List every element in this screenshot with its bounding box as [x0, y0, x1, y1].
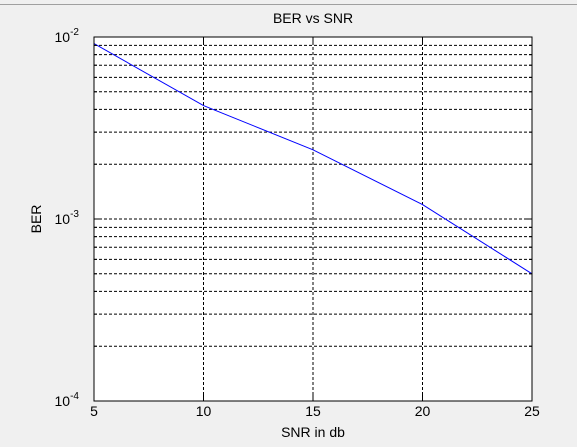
ber-series-line [93, 43, 533, 275]
minor-grid [94, 44, 532, 347]
y-tick-label: 10-4 [55, 391, 80, 409]
y-tick-label: 10-3 [55, 209, 80, 227]
major-grid [94, 37, 532, 401]
y-tick-label: 10-2 [55, 27, 80, 45]
x-tick-label: 20 [415, 403, 431, 419]
x-tick-labels: 5 10 15 20 25 [90, 403, 540, 419]
x-tick-label: 5 [90, 403, 98, 419]
chart-title: BER vs SNR [273, 10, 353, 26]
x-axis-label: SNR in db [281, 424, 345, 440]
window-top-border [0, 4, 577, 5]
tick-marks [93, 36, 533, 402]
x-tick-label: 10 [196, 403, 212, 419]
x-tick-label: 25 [524, 403, 540, 419]
x-tick-label: 15 [305, 403, 321, 419]
y-axis-label: BER [28, 205, 44, 234]
y-tick-labels: 10-4 10-3 10-2 [55, 27, 80, 409]
